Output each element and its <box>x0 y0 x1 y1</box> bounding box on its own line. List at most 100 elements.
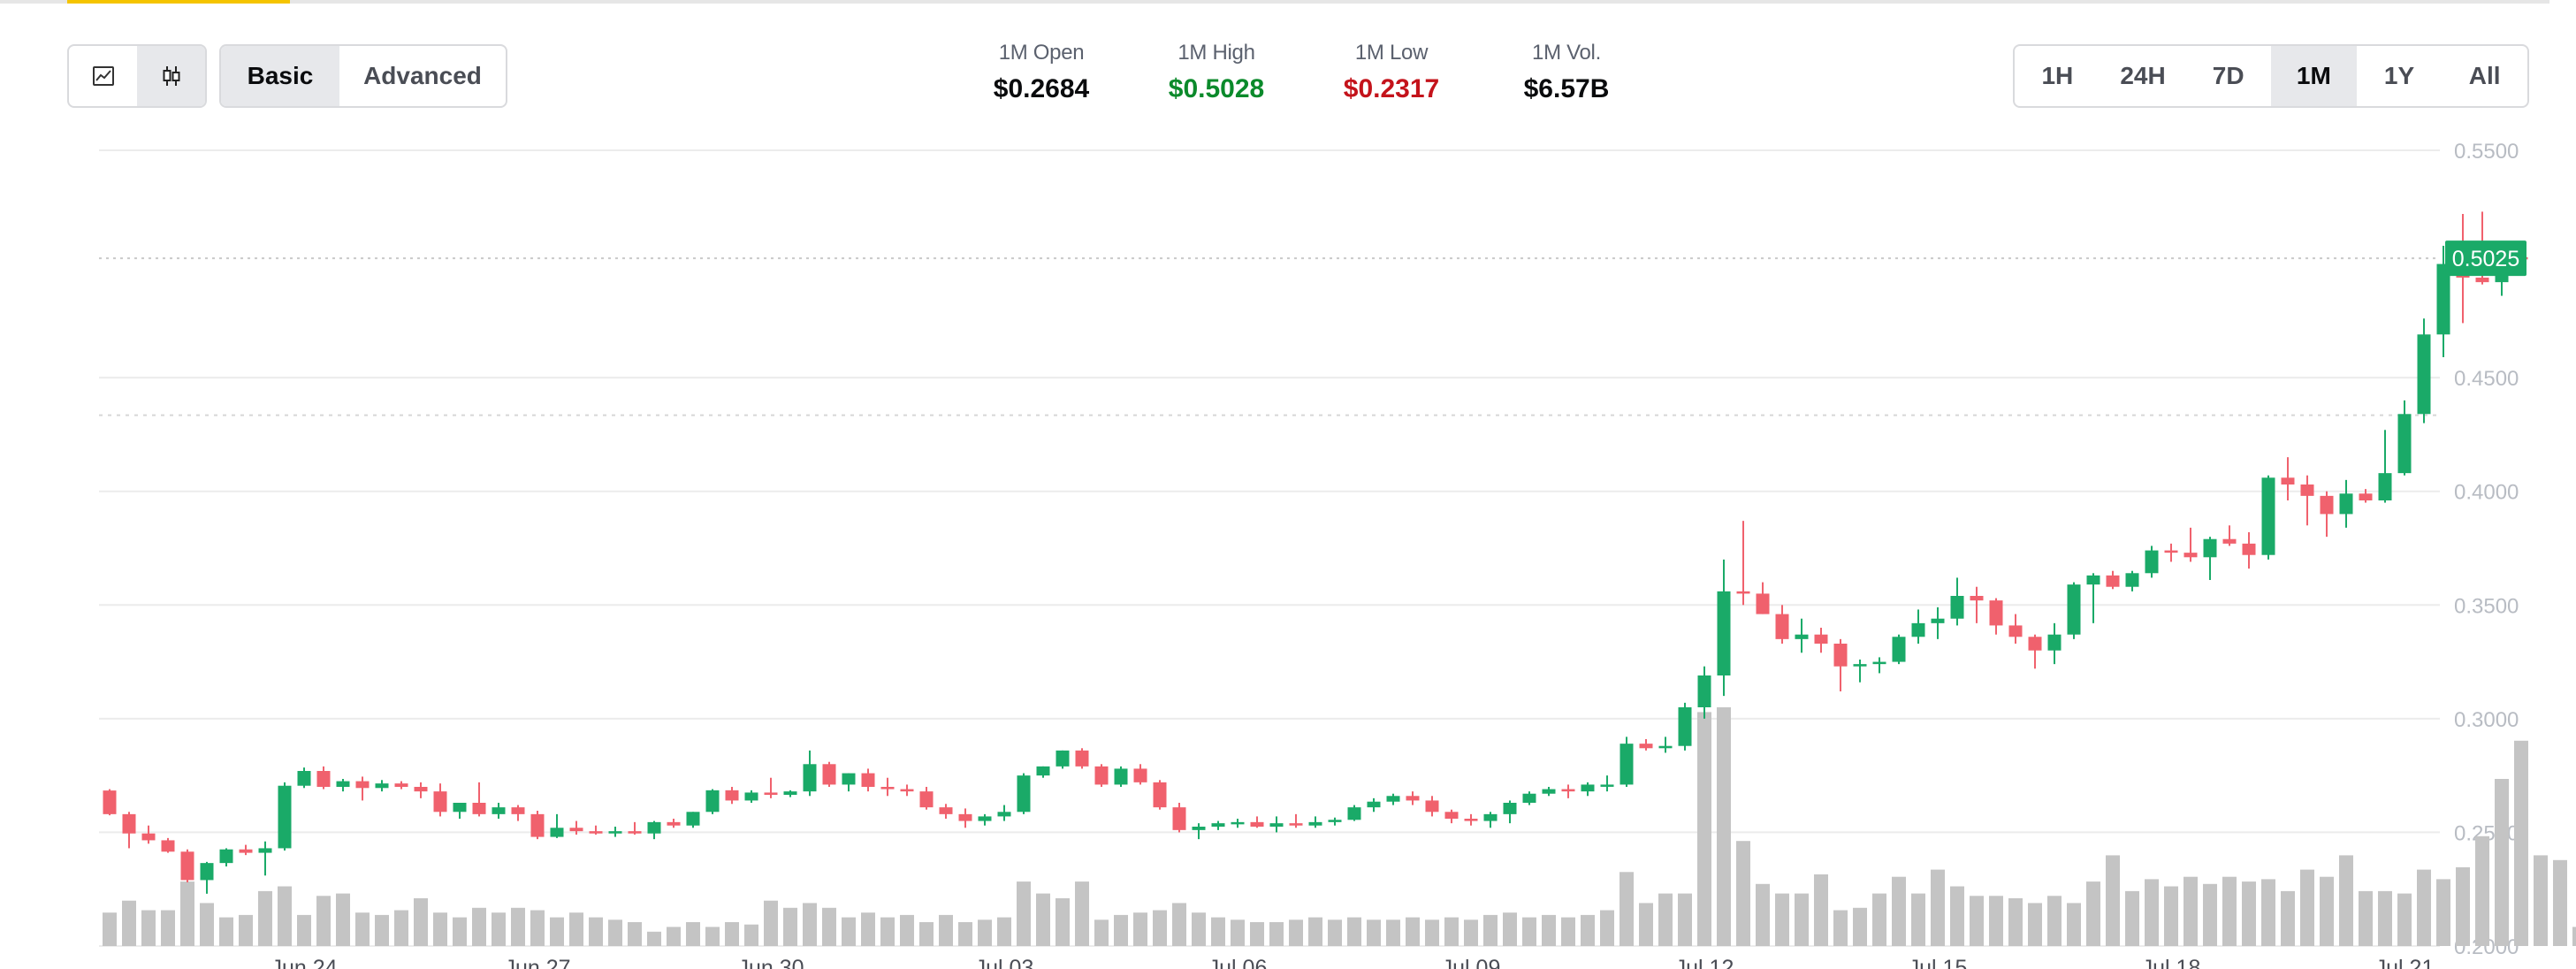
candle-body-up <box>705 790 720 813</box>
volume-bar <box>919 922 934 946</box>
volume-bar <box>2456 866 2470 946</box>
candle-body-up <box>2047 634 2062 651</box>
candle-body-up <box>2397 414 2412 474</box>
candle-body-up <box>1367 801 1381 808</box>
candle-body-down <box>433 791 447 813</box>
candle-body-down <box>1970 596 1984 601</box>
candle-body-up <box>1483 813 1498 821</box>
volume-bar <box>1736 841 1750 946</box>
candle-body-up <box>2145 550 2159 574</box>
candle-body-down <box>141 833 156 841</box>
volume-bar <box>1989 896 2003 946</box>
candle-body-down <box>1133 768 1147 782</box>
volume-bar <box>355 912 370 946</box>
candle-body-down <box>2242 543 2256 555</box>
volume-bar <box>705 927 720 946</box>
range-button-all[interactable]: All <box>2468 62 2501 89</box>
volume-bar <box>880 917 895 946</box>
volume-bar <box>1950 886 1964 946</box>
volume-bar <box>550 917 564 946</box>
candle-body-up <box>1036 766 1050 776</box>
volume-bar <box>1464 919 1478 946</box>
candle-body-down <box>1094 766 1109 785</box>
volume-bar <box>861 912 875 946</box>
candle-body-up <box>1658 745 1673 749</box>
stat-1m-vol: 1M Vol. $6.57B <box>1487 41 1646 104</box>
volume-bar <box>1697 712 1711 946</box>
stat-value: $0.5028 <box>1168 74 1265 103</box>
volume-bar <box>492 912 506 946</box>
candle-body-up <box>1892 637 1906 662</box>
line-chart-button[interactable] <box>69 46 137 106</box>
candle-body-down <box>414 787 428 792</box>
chart-mode-toggle: Basic Advanced <box>219 44 507 108</box>
candle-body-up <box>1581 784 1595 792</box>
candle-body-down <box>2106 575 2120 587</box>
volume-bar <box>278 886 292 946</box>
candle-body-down <box>919 791 934 808</box>
candle-body-down <box>822 764 836 785</box>
candle-body-up <box>2339 493 2353 515</box>
volume-bar <box>2339 855 2353 946</box>
candle-body-down <box>180 851 194 881</box>
candle-body-down <box>569 828 583 832</box>
volume-bar <box>141 910 156 946</box>
candle-body-down <box>2281 477 2295 484</box>
candle-body-up <box>978 816 992 821</box>
volume-bar <box>1620 872 1634 946</box>
last-price-badge <box>2445 240 2526 277</box>
candle-body-down <box>394 783 408 787</box>
candle-body-down <box>1833 644 1848 667</box>
range-button-1m[interactable]: 1M <box>2271 46 2357 106</box>
volume-bar <box>2359 890 2373 946</box>
candle-body-down <box>725 790 739 801</box>
volume-bar <box>453 917 467 946</box>
candle-body-up <box>2436 263 2450 335</box>
candle-body-up <box>1231 821 1245 825</box>
volume-bar <box>297 914 311 946</box>
y-tick-label: 0.5500 <box>2454 140 2519 164</box>
volume-bar <box>589 917 603 946</box>
stat-value: $6.57B <box>1523 74 1610 103</box>
range-button-7d[interactable]: 7D <box>2212 62 2244 89</box>
volume-bar <box>2300 869 2314 946</box>
candle-body-down <box>1814 634 1828 644</box>
candle-body-down <box>1153 782 1167 808</box>
candle-body-up <box>997 812 1011 817</box>
volume-bar <box>316 896 331 946</box>
volume-bar <box>258 890 272 946</box>
volume-bar <box>1970 896 1984 946</box>
volume-bar <box>394 910 408 946</box>
volume-bar <box>2106 855 2120 946</box>
volume-bar <box>1250 922 1264 946</box>
range-button-1y[interactable]: 1Y <box>2383 62 2415 89</box>
price-chart[interactable]: 0.55000.45000.40000.35000.30000.25000.20… <box>0 124 2576 969</box>
advanced-button[interactable]: Advanced <box>363 62 482 89</box>
range-button-1h[interactable]: 1H <box>2041 62 2074 89</box>
volume-bar <box>1522 917 1536 946</box>
range-button-24h[interactable]: 24H <box>2120 62 2166 89</box>
candle-body-up <box>2261 477 2275 555</box>
volume-bar <box>2281 890 2295 946</box>
volume-bar <box>2553 859 2567 946</box>
candle-body-down <box>1639 744 1653 749</box>
volume-bar <box>939 914 953 946</box>
candlestick-button[interactable] <box>137 46 205 106</box>
candle-body-down <box>1289 823 1303 826</box>
volume-bar <box>2417 869 2431 946</box>
volume-bar <box>472 907 486 946</box>
candle-body-up <box>1931 618 1945 623</box>
candle-body-down <box>2475 278 2489 283</box>
volume-bar <box>433 912 447 946</box>
volume-bar <box>2008 898 2023 946</box>
candle-body-up <box>453 803 467 813</box>
volume-bar <box>2164 886 2178 946</box>
volume-bar <box>1795 893 1809 946</box>
candle-body-up <box>686 812 700 826</box>
candle-body-up <box>783 791 797 795</box>
basic-button[interactable]: Basic <box>221 46 339 106</box>
candle-body-up <box>1211 823 1225 827</box>
volume-bar <box>1114 914 1128 946</box>
volume-bar <box>608 919 622 946</box>
candle-body-up <box>1328 820 1342 822</box>
